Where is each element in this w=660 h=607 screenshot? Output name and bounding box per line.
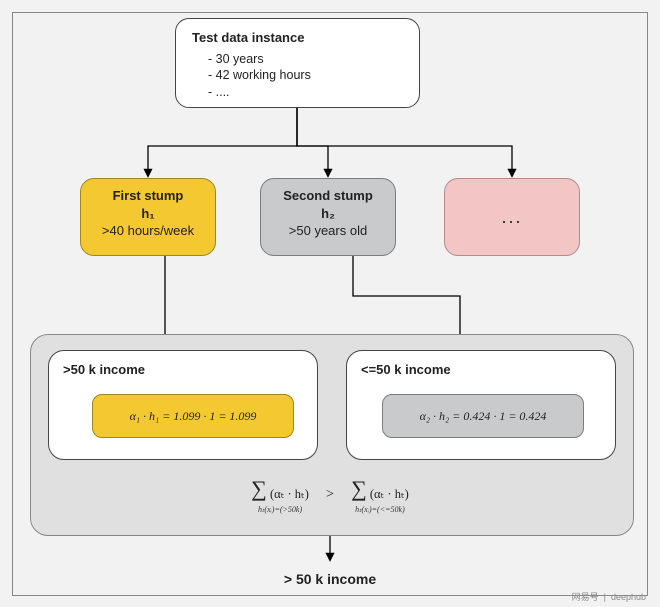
- node-second-stump: Second stump h₂ >50 years old: [260, 178, 396, 256]
- stump1-title: First stump: [95, 187, 201, 205]
- canvas: Test data instance - 30 years - 42 worki…: [0, 0, 660, 607]
- output-text: > 50 k income: [284, 571, 376, 587]
- sum-term: (αₜ · hₜ): [270, 487, 309, 501]
- data-instance-item: - ....: [192, 84, 403, 101]
- data-instance-item: - 30 years: [192, 51, 403, 68]
- formula-alpha2-pill: α₂ · h₂ = 0.424 · 1 = 0.424: [382, 394, 584, 438]
- stump1-symbol: h₁: [95, 205, 201, 223]
- summation-inequality: ∑ (αₜ · hₜ) hₜ(xᵢ)=(>50k) > ∑ (αₜ · hₜ) …: [170, 472, 490, 518]
- sum-left: ∑ (αₜ · hₜ) hₜ(xᵢ)=(>50k): [240, 476, 320, 514]
- sum-comparator: >: [326, 486, 334, 505]
- sum-right: ∑ (αₜ · hₜ) hₜ(xᵢ)=(<=50k): [340, 476, 420, 514]
- formula-alpha1-pill: α₁ · h₁ = 1.099 · 1 = 1.099: [92, 394, 294, 438]
- stump2-symbol: h₂: [275, 205, 381, 223]
- sum-left-under: hₜ(xᵢ)=(>50k): [258, 506, 302, 514]
- stump3-label: ...: [501, 205, 522, 229]
- stump2-title: Second stump: [275, 187, 381, 205]
- watermark-left: 网易号: [572, 592, 599, 602]
- output-label: > 50 k income: [255, 562, 405, 597]
- data-instance-item: - 42 working hours: [192, 67, 403, 84]
- formula-alpha1-text: α₁ · h₁ = 1.099 · 1 = 1.099: [130, 408, 257, 424]
- stump1-condition: >40 hours/week: [95, 222, 201, 240]
- watermark: 网易号 | deephub: [572, 590, 646, 603]
- income-le50k-label: <=50 k income: [361, 362, 451, 377]
- sum-term: (αₜ · hₜ): [370, 487, 409, 501]
- income-gt50k-label: >50 k income: [63, 362, 145, 377]
- node-test-data-instance: Test data instance - 30 years - 42 worki…: [175, 18, 420, 108]
- sum-right-under: hₜ(xᵢ)=(<=50k): [355, 506, 405, 514]
- node-third-stump-ellipsis: ...: [444, 178, 580, 256]
- node-first-stump: First stump h₁ >40 hours/week: [80, 178, 216, 256]
- formula-alpha2-text: α₂ · h₂ = 0.424 · 1 = 0.424: [420, 408, 547, 424]
- watermark-right: deephub: [611, 592, 646, 602]
- data-instance-title: Test data instance: [192, 29, 403, 47]
- stump2-condition: >50 years old: [275, 222, 381, 240]
